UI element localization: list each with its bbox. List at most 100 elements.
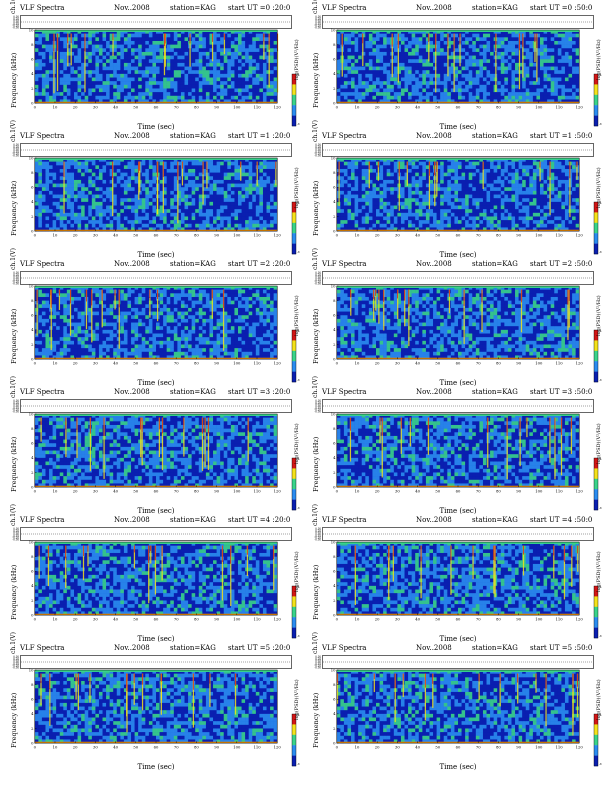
spectrogram-cell: [557, 37, 562, 42]
spectrogram-cell: [41, 40, 46, 45]
spectrogram-cell: [59, 194, 64, 199]
burst-mark: [495, 33, 497, 92]
spectrogram-cell: [368, 40, 373, 45]
burst-core: [277, 33, 278, 52]
spectrogram-cell: [372, 172, 377, 177]
spectrogram-cell: [173, 172, 178, 177]
spectrogram-cell: [145, 88, 150, 93]
spectrogram-cell: [216, 62, 221, 67]
spectrogram-cell: [259, 209, 264, 213]
spectrogram-cell: [191, 209, 196, 213]
spectrogram-cell: [436, 55, 441, 60]
spectrogram-cell: [198, 88, 203, 93]
spectrogram-cell: [393, 216, 398, 221]
burst-mark: [447, 33, 449, 77]
spectrogram-cell: [368, 161, 373, 166]
spectrogram-cell: [98, 62, 103, 67]
spectrogram-cell: [49, 216, 53, 221]
spectrogram-cell: [351, 37, 355, 42]
spectrogram-cell: [216, 209, 221, 213]
spectrogram-cell: [411, 81, 416, 85]
spectrogram-cell: [123, 92, 128, 96]
spectrogram-cell: [429, 227, 434, 232]
spectrogram-cell: [148, 55, 153, 60]
spectrogram-cell: [575, 70, 580, 75]
spectrogram-cell: [198, 220, 203, 224]
spectrogram-cell: [91, 81, 96, 85]
spectrogram-cell: [63, 179, 68, 184]
spectrogram-cell: [422, 88, 427, 93]
spectrogram-cell: [386, 168, 391, 173]
spectrogram-cell: [245, 183, 249, 188]
spectrogram-cell: [109, 44, 114, 49]
spectrogram-cell: [522, 73, 526, 78]
spectrogram-cell: [422, 33, 427, 38]
spectrogram-cell: [156, 59, 160, 64]
spectrogram-cell: [198, 66, 203, 71]
spectrogram-cell: [191, 198, 196, 203]
spectrogram-cell: [56, 212, 60, 217]
spectrogram-cell: [479, 33, 484, 38]
spectrogram-cell: [220, 77, 224, 82]
spectrogram-cell: [351, 59, 355, 64]
spectrogram-cell: [575, 77, 580, 82]
spectrogram-cell: [518, 99, 523, 104]
spectrogram-cell: [241, 168, 246, 173]
spectrogram-cell: [368, 220, 373, 224]
spectrogram-cell: [490, 70, 494, 75]
spectrogram-cell: [572, 33, 576, 38]
spectrogram-cell: [95, 194, 100, 199]
spectrogram-cell: [259, 190, 264, 195]
spectrogram-cell: [184, 95, 189, 100]
spectrogram-cell: [340, 220, 345, 224]
burst-core: [112, 161, 113, 178]
spectrogram-cell: [468, 40, 473, 45]
spectrogram-cell: [572, 51, 576, 56]
spectrogram-cell: [81, 220, 85, 224]
spectrogram-cell: [568, 95, 573, 100]
spectrogram-cell: [454, 37, 459, 42]
spectrogram-cell: [361, 220, 366, 224]
spectrogram-cell: [429, 194, 434, 199]
spectrogram-cell: [38, 92, 43, 96]
spectrogram-cell: [572, 84, 576, 89]
spectrogram-cell: [198, 92, 203, 96]
spectrogram-cell: [156, 51, 160, 56]
spectrogram-cell: [536, 88, 541, 93]
spectrogram-cell: [340, 198, 345, 203]
spectrogram-cell: [216, 59, 221, 64]
colorbar-tick-label: -4: [599, 73, 602, 77]
spectrogram-cell: [45, 59, 50, 64]
spectrogram-cell: [123, 179, 128, 184]
spectrogram-cell: [347, 55, 352, 60]
spectrogram-cell: [95, 62, 100, 67]
spectrogram-cell: [223, 205, 228, 210]
spectrogram-cell: [248, 176, 253, 181]
spectrogram-cell: [411, 37, 416, 42]
spectrogram-cell: [220, 216, 224, 221]
spectrogram-cell: [404, 55, 409, 60]
y-axis-label: Frequency (kHz): [10, 180, 18, 236]
spectrogram-cell: [504, 77, 509, 82]
spectrogram-cell: [273, 40, 278, 45]
colorbar-segment: [292, 243, 296, 255]
spectrogram-cell: [479, 51, 484, 56]
spectrogram-cell: [557, 59, 562, 64]
spectrogram-cell: [400, 212, 405, 217]
spectrogram-cell: [159, 179, 164, 184]
spectrogram-cell: [120, 81, 125, 85]
spectrogram-cell: [74, 227, 78, 232]
spectrogram-cell: [365, 187, 370, 192]
spectrogram-cell: [113, 40, 117, 45]
spectrogram-cell: [209, 165, 214, 170]
spectrogram-cell: [81, 168, 85, 173]
spectrogram-cell: [180, 220, 185, 224]
spectrogram-cell: [238, 216, 242, 221]
spectrogram-cell: [266, 40, 271, 45]
spectrogram-cell: [34, 81, 39, 85]
spectrogram-cell: [216, 55, 221, 60]
spectrogram-cell: [205, 165, 210, 170]
spectrogram-cell: [500, 48, 505, 53]
spectrogram-cell: [490, 33, 494, 38]
burst-mark: [112, 161, 114, 217]
